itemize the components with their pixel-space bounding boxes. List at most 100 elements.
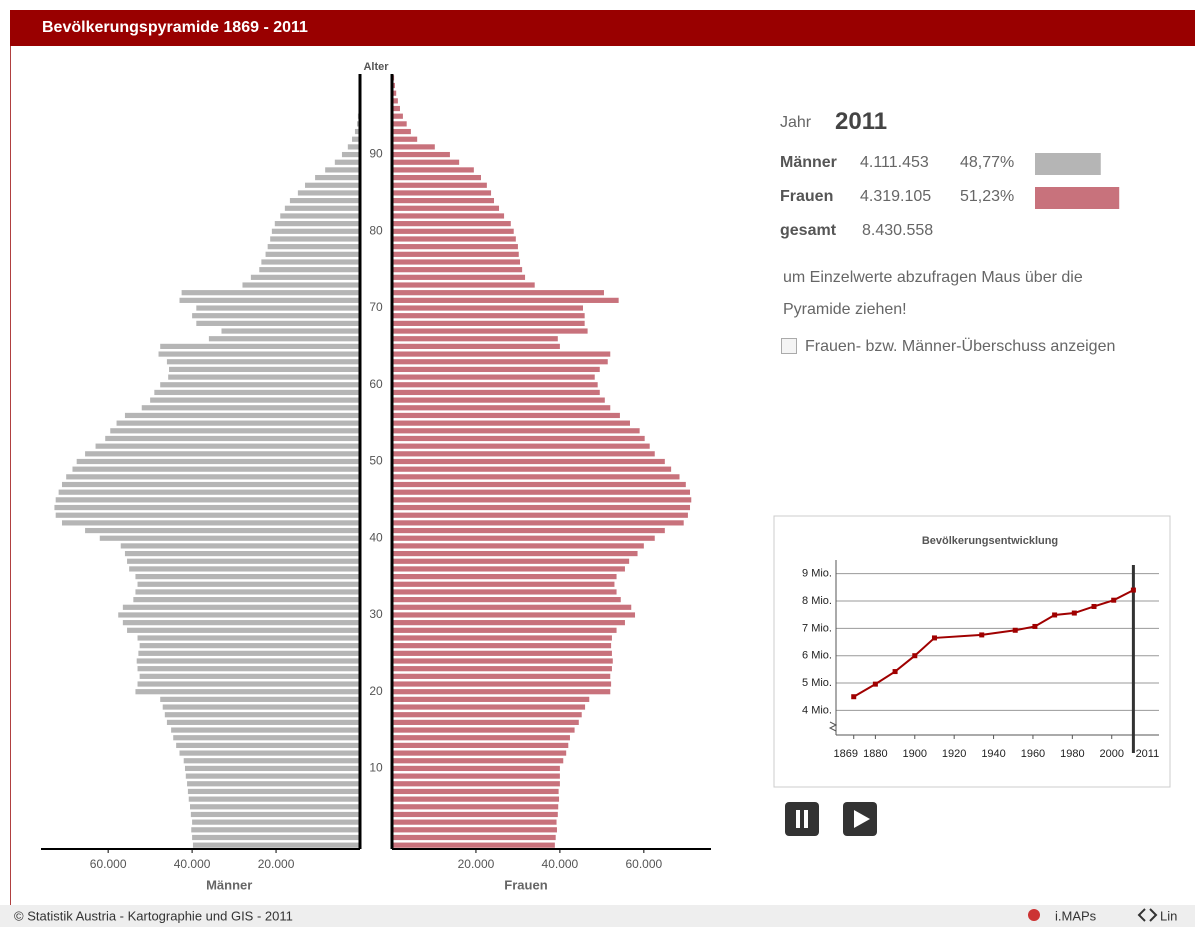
y-tick-label: 9 Mio. <box>802 568 832 580</box>
bar <box>122 620 360 626</box>
bar <box>392 458 665 465</box>
bar <box>392 190 492 196</box>
bar <box>354 128 360 135</box>
bar <box>284 205 360 211</box>
play-button[interactable] <box>843 802 877 836</box>
bar <box>55 512 360 518</box>
bar <box>392 581 615 587</box>
x-tick-label: 60.000 <box>90 857 127 871</box>
bar <box>127 558 360 564</box>
y-tick-label: 5 Mio. <box>802 677 832 689</box>
pause-icon <box>804 810 808 828</box>
bar <box>392 673 611 679</box>
pause-button[interactable] <box>785 802 819 836</box>
bar <box>392 604 632 610</box>
bar <box>184 765 360 772</box>
bar <box>250 274 360 280</box>
y-tick-label: 10 <box>369 761 383 775</box>
bar <box>187 788 360 795</box>
bar <box>392 765 560 772</box>
y-tick-label: 20 <box>369 684 383 698</box>
y-tick-label: 7 Mio. <box>802 622 832 634</box>
point <box>979 632 985 638</box>
bar <box>392 727 575 733</box>
bar <box>392 435 645 442</box>
imaps-icon <box>1028 909 1040 921</box>
bar <box>166 719 360 725</box>
bar <box>191 827 360 833</box>
bar <box>392 121 407 127</box>
bar <box>392 834 556 841</box>
point <box>851 694 857 700</box>
bar <box>61 481 360 488</box>
y-tick-label: 80 <box>369 223 383 237</box>
bar <box>392 412 620 419</box>
bar <box>392 558 630 564</box>
point <box>1091 603 1097 609</box>
bar <box>392 504 691 511</box>
checkbox[interactable] <box>781 338 797 354</box>
bar <box>72 466 361 472</box>
bar <box>392 336 558 342</box>
bar <box>196 305 360 311</box>
bar <box>392 742 569 749</box>
bar <box>392 811 558 818</box>
bar <box>392 750 567 756</box>
row-label: Frauen <box>780 188 834 205</box>
bar <box>392 313 585 319</box>
x-tick-label: 1880 <box>863 748 887 760</box>
bar <box>392 297 619 303</box>
y-tick-label: 70 <box>369 300 383 314</box>
bar <box>392 174 481 181</box>
bar <box>120 543 360 549</box>
bar <box>259 267 360 273</box>
bar <box>392 221 511 227</box>
bar <box>392 666 612 672</box>
bar <box>85 527 361 534</box>
bar <box>133 597 360 603</box>
bar <box>392 635 612 641</box>
bar <box>392 696 590 702</box>
year-label: Jahr <box>780 114 812 131</box>
bar <box>54 504 360 511</box>
bar <box>392 451 655 457</box>
bar <box>139 643 360 649</box>
point <box>1111 597 1117 603</box>
bar <box>392 466 672 472</box>
bar <box>392 428 640 434</box>
x-tick-label: 1920 <box>942 748 966 760</box>
checkbox-label[interactable]: Frauen- bzw. Männer-Überschuss anzeigen <box>805 338 1116 355</box>
point <box>892 669 898 675</box>
bar <box>185 773 360 779</box>
bar <box>176 742 360 749</box>
page-title: Bevölkerungspyramide 1869 - 2011 <box>42 19 308 36</box>
bar <box>392 543 644 549</box>
bar <box>392 658 613 664</box>
bar <box>392 643 612 649</box>
axis-break <box>828 721 838 732</box>
bar <box>392 182 487 188</box>
point <box>1130 587 1136 593</box>
pause-button-bg[interactable] <box>785 802 819 836</box>
bar <box>118 612 360 618</box>
bar <box>242 282 360 288</box>
bar <box>392 781 560 787</box>
trend-title: Bevölkerungsentwicklung <box>922 535 1058 547</box>
x-tick-label: 40.000 <box>542 857 579 871</box>
bar <box>129 566 360 572</box>
bar <box>136 658 360 664</box>
bar <box>110 428 360 434</box>
bar <box>137 666 360 672</box>
bar <box>179 297 360 303</box>
bar <box>392 597 621 603</box>
share-bar <box>1035 153 1101 175</box>
bar <box>392 804 559 810</box>
bar <box>154 389 360 396</box>
footer-copyright: © Statistik Austria - Kartographie und G… <box>14 908 293 923</box>
bar <box>392 374 595 380</box>
bar <box>181 290 360 296</box>
link[interactable]: Lin <box>1160 908 1177 923</box>
bar <box>99 535 361 541</box>
imaps-link[interactable]: i.MAPs <box>1055 908 1097 923</box>
bar <box>392 612 636 618</box>
